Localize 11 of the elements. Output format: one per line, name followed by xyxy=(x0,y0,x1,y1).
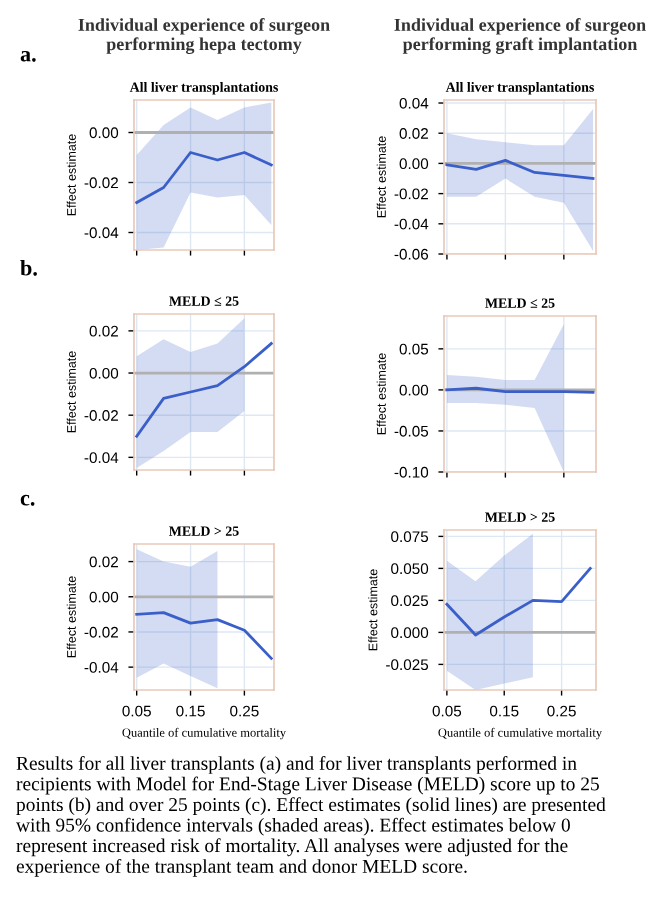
line-series xyxy=(135,611,273,660)
text: a. xyxy=(20,50,36,62)
text: Results for all liver transplants (a) and for liver transplants performed in recipients with Model for End-Stage Liver Disease (MELD) score up to 25 points (b) and over 25 points (c). Effect estimates (solid lines) are presented with 95% confidence intervals (shaded areas). Effect estimates below 0 represent increased risk of mortality. All analyses were adjusted for the experience of the transplant team and donor MELD score. xyxy=(16,756,606,877)
line-series xyxy=(445,567,592,637)
text: b. xyxy=(20,259,37,276)
text: Individual experience of surgeon performing graft implantation xyxy=(394,18,646,54)
line-series xyxy=(445,159,595,180)
text: Individual experience of surgeon performing hepa tectomy xyxy=(78,18,330,54)
text: c. xyxy=(20,494,35,506)
line-series xyxy=(135,342,273,438)
line-series xyxy=(135,151,273,204)
